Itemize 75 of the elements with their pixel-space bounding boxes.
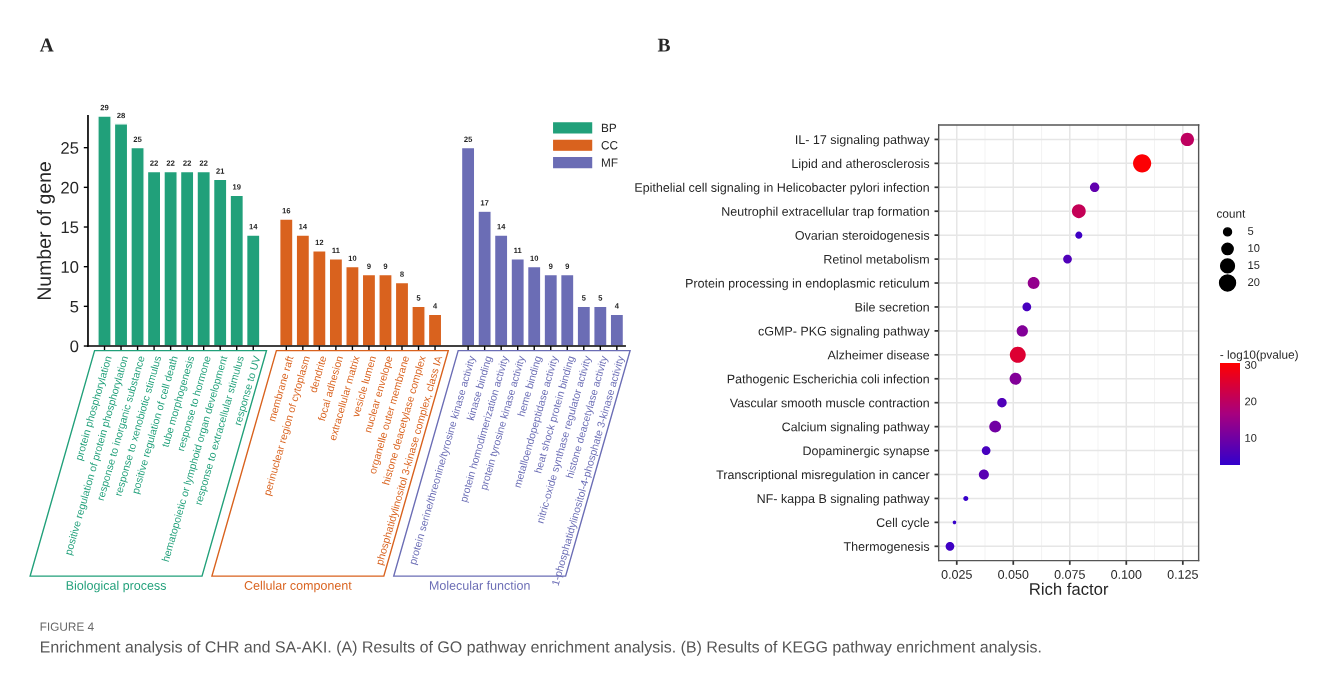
y-tick-label: IL- 17 signaling pathway [796, 134, 930, 147]
y-tick-label: 0 [70, 340, 79, 353]
y-tick-label: 10 [61, 261, 79, 273]
x-tick-label: 0.050 [998, 570, 1029, 579]
bar [295, 234, 311, 347]
y-tick-label: Epithelial cell signaling in Helicobacter pylori infection [635, 182, 929, 195]
legend-label: 15 [1248, 261, 1260, 269]
x-tick-label: dendrite [309, 355, 327, 393]
bar [97, 115, 112, 347]
bar [394, 281, 410, 347]
y-tick-label: 20 [61, 181, 79, 194]
x-tick-label: 0.075 [1054, 570, 1085, 579]
y-tick-label: Thermogenesis [843, 541, 930, 554]
text: Biological process [66, 580, 166, 593]
color-bar-label: 30 [1244, 360, 1257, 369]
bar [361, 273, 377, 347]
bar [163, 170, 178, 347]
legend-label: BP [601, 123, 617, 132]
y-axis-title: Number of gene [36, 162, 55, 300]
y-tick-label: Bile secretion [855, 302, 929, 312]
y-tick-label: Dopaminergic synapse [803, 446, 930, 458]
y-tick-label: Vascular smooth muscle contraction [729, 398, 929, 408]
y-tick-label: 5 [70, 300, 79, 313]
x-tick-label: 0.100 [1111, 570, 1142, 579]
text: Enrichment analysis of CHR and SA-AKI. (A) Results of GO pathway enrichment analysis. (B) Results of KEGG pathway enrichment analysis. [41, 640, 1041, 656]
bar [345, 265, 360, 347]
text: B [657, 38, 670, 52]
legend-label: 20 [1248, 278, 1260, 287]
text: Molecular function [429, 580, 530, 590]
legend-label: CC [601, 141, 618, 150]
y-tick-label: Protein processing in endoplasmic reticulum [686, 278, 929, 291]
bar [593, 305, 608, 347]
bar [312, 250, 327, 347]
y-tick-label: Calcium signaling pathway [782, 422, 930, 434]
legend-label: 10 [1248, 244, 1260, 252]
y-tick-label: Retinol metabolism [824, 254, 929, 264]
y-tick-label: Transcriptional misregulation in cancer [716, 469, 930, 482]
x-tick-label: 0.125 [1167, 570, 1198, 579]
y-tick-label: Cell cycle [876, 517, 930, 530]
bar [427, 313, 443, 347]
y-tick-label: Neutrophil extracellular trap formation [722, 206, 929, 219]
bar [460, 146, 476, 347]
bar [493, 234, 509, 347]
bar [609, 313, 625, 347]
color-bar-label: 10 [1245, 434, 1257, 442]
y-tick-label: Lipid and atherosclerosis [792, 158, 930, 171]
y-tick-label: 25 [61, 142, 79, 154]
text: Cellular component [244, 580, 352, 593]
chart-title: A [39, 38, 54, 52]
legend-label: MF [601, 158, 618, 167]
y-tick-label: Ovarian steroidogenesis [795, 230, 930, 243]
bar [477, 210, 492, 347]
bar [328, 258, 344, 347]
x-axis-title: Rich factor [1030, 582, 1109, 595]
bar [279, 218, 294, 347]
bar [179, 170, 195, 347]
legend-title: count [1216, 210, 1246, 218]
y-tick-label: NF- kappa B signaling pathway [757, 493, 930, 506]
bar [411, 305, 426, 347]
y-tick-label: 15 [61, 221, 79, 234]
bar [196, 170, 211, 347]
bar [113, 123, 129, 347]
bar [245, 234, 261, 347]
bar [130, 146, 145, 347]
bar [510, 258, 525, 347]
color-bar-label: 20 [1245, 397, 1257, 406]
color-bar-title: - log10(pvalue) [1220, 350, 1298, 362]
y-tick-label: Pathogenic Escherichia coli infection [727, 374, 929, 386]
y-tick-label: cGMP- PKG signaling pathway [758, 326, 930, 339]
x-tick-label: 0.025 [941, 570, 972, 579]
bar [146, 170, 162, 347]
bar [378, 273, 393, 347]
y-tick-label: Alzheimer disease [827, 350, 930, 360]
caption: FIGURE 4 [40, 622, 94, 631]
legend-label: 5 [1247, 227, 1254, 235]
